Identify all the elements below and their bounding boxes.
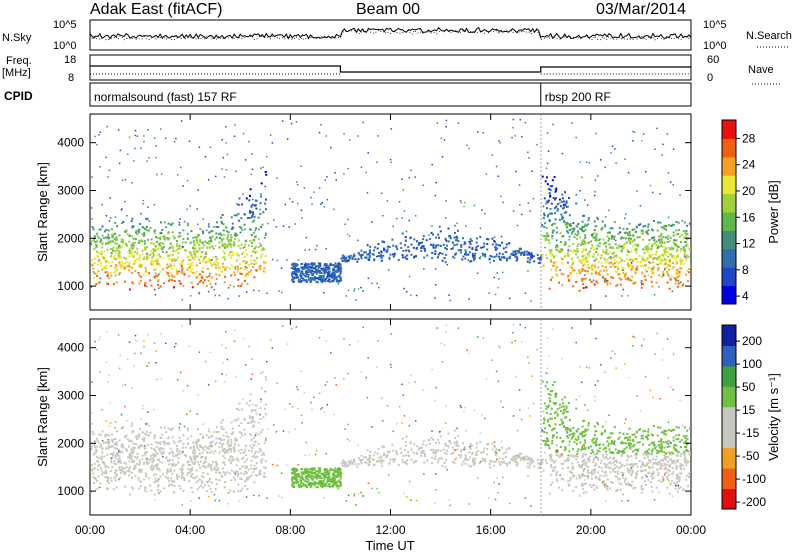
velocity-panel: 1000 2000 3000 4000 Slant Range [km] 200 100…	[35, 318, 781, 516]
x-tick-label: 20:00	[576, 523, 606, 537]
colorbar-tick-label: 24	[742, 158, 756, 172]
y-tick-label: 2000	[57, 436, 84, 450]
colorbar-tick-label: -100	[742, 472, 766, 486]
colorbar-swatch	[722, 267, 736, 287]
colorbar-tick-label: 4	[742, 289, 749, 303]
date-title: 03/Mar/2014	[596, 1, 686, 18]
velocity-y-axis-label: Slant Range [km]	[35, 367, 50, 467]
colorbar-swatch	[722, 120, 736, 139]
cpid-segment-label: rbsp 200 RF	[545, 90, 611, 104]
x-tick-label: 08:00	[275, 523, 305, 537]
nave-tick-bottom: 0	[707, 72, 713, 84]
station-title: Adak East (fitACF)	[90, 1, 222, 18]
power-colorbar-label: Power [dB]	[766, 180, 781, 244]
nsky-label: N.Sky	[2, 32, 32, 44]
colorbar-swatch	[722, 406, 736, 428]
power-panel: 1000 2000 3000 4000 Slant Range [km] 28 24 20…	[35, 113, 781, 311]
colorbar-tick-label: 200	[742, 334, 762, 348]
colorbar-swatch	[722, 193, 736, 213]
nsky-panel: N.Sky 10^5 10^0 10^5 10^0 N.Search	[2, 19, 792, 52]
x-tick-label: 00:00	[676, 523, 706, 537]
x-axis: 00:00 04:00 08:00 12:00 16:00 20:00 00:00	[75, 114, 706, 537]
y-tick-label: 1000	[57, 484, 84, 498]
velocity-colorbar-label: Velocity [m s⁻¹]	[766, 373, 781, 461]
y-tick-label: 2000	[57, 231, 84, 245]
x-tick-label: 16:00	[476, 523, 506, 537]
colorbar-swatch	[722, 212, 736, 231]
colorbar-tick-label: 16	[742, 210, 756, 224]
cpid-segment-label: normalsound (fast) 157 RF	[94, 90, 237, 104]
colorbar-swatch	[722, 345, 736, 367]
colorbar-swatch	[722, 230, 736, 250]
y-tick-label: 4000	[57, 341, 84, 355]
freq-unit-label: [MHz]	[2, 67, 31, 79]
x-tick-label: 00:00	[75, 523, 105, 537]
colorbar-swatch	[722, 488, 736, 510]
colorbar-swatch	[722, 468, 736, 490]
colorbar-tick-label: 15	[742, 403, 756, 417]
power-heatmap	[90, 118, 691, 302]
nsearch-tick-top: 10^5	[703, 19, 727, 31]
x-tick-label: 04:00	[175, 523, 205, 537]
velocity-heatmap	[90, 323, 691, 507]
nave-tick-top: 60	[707, 54, 719, 66]
power-colorbar: 28 24 20 16 12 8 4	[721, 119, 756, 305]
velocity-colorbar: 200 100 50 15 -15 -50 -100 -200	[721, 324, 766, 510]
nsky-tick-top: 10^5	[53, 19, 77, 31]
colorbar-tick-label: -200	[742, 495, 766, 509]
beam-title: Beam 00	[356, 1, 420, 18]
freq-tick-top: 18	[64, 54, 76, 66]
colorbar-swatch	[722, 365, 736, 387]
colorbar-swatch	[722, 447, 736, 469]
y-tick-label: 1000	[57, 279, 84, 293]
x-tick-label: 12:00	[375, 523, 405, 537]
y-tick-label: 4000	[57, 136, 84, 150]
colorbar-tick-label: -15	[742, 426, 760, 440]
colorbar-tick-label: 50	[742, 380, 756, 394]
y-tick-label: 3000	[57, 388, 84, 402]
colorbar-tick-label: 100	[742, 357, 762, 371]
colorbar-swatch	[722, 156, 736, 176]
colorbar-tick-label: 28	[742, 131, 756, 145]
colorbar-tick-label: 20	[742, 184, 756, 198]
colorbar-tick-label: -50	[742, 449, 760, 463]
nsky-tick-bottom: 10^0	[53, 40, 77, 52]
colorbar-tick-label: 8	[742, 263, 749, 277]
colorbar-swatch	[722, 175, 736, 195]
nsearch-label: N.Search	[746, 30, 792, 42]
freq-tick-bottom: 8	[68, 72, 74, 84]
colorbar-swatch	[722, 427, 736, 449]
cpid-label: CPID	[4, 89, 33, 103]
colorbar-tick-label: 12	[742, 237, 756, 251]
colorbar-swatch	[722, 386, 736, 408]
nave-label: Nave	[748, 64, 774, 76]
cpid-panel: CPID normalsound (fast) 157 RF rbsp 200 R…	[4, 82, 692, 107]
colorbar-swatch	[722, 285, 736, 305]
power-y-axis-label: Slant Range [km]	[35, 162, 50, 262]
colorbar-swatch	[722, 138, 736, 158]
freq-panel: Freq. [MHz] 18 8 60 0 Nave	[2, 54, 780, 85]
colorbar-swatch	[722, 248, 736, 268]
freq-label: Freq.	[6, 55, 32, 67]
x-axis-label: Time UT	[365, 538, 414, 553]
colorbar-swatch	[722, 325, 736, 346]
nsearch-tick-bottom: 10^0	[703, 40, 727, 52]
y-tick-label: 3000	[57, 183, 84, 197]
